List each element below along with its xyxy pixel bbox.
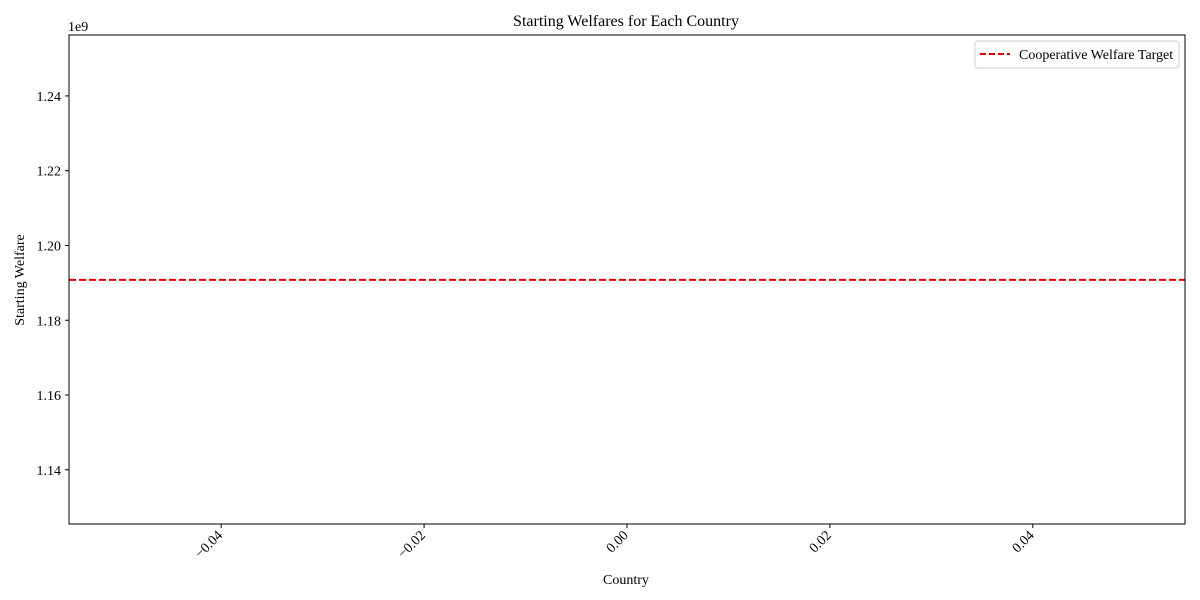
legend-label-cooperative-welfare-target: Cooperative Welfare Target xyxy=(1019,48,1173,63)
chart-title: Starting Welfares for Each Country xyxy=(513,13,739,30)
y-tick-label: 1.22 xyxy=(37,165,62,180)
y-axis: 1.14 1.16 1.18 1.20 1.22 1.24 xyxy=(37,90,69,479)
x-tick-label: −0.02 xyxy=(395,528,429,562)
x-tick-label: 0.00 xyxy=(604,528,632,556)
legend-box xyxy=(974,40,1180,69)
x-tick-label: 0.04 xyxy=(1010,528,1038,556)
x-tick-label: −0.04 xyxy=(192,528,226,562)
y-tick-label: 1.16 xyxy=(37,389,62,404)
x-tick-label: 0.02 xyxy=(807,528,835,556)
plot-frame xyxy=(68,34,1186,525)
y-axis-label: Starting Welfare xyxy=(13,234,28,326)
y-tick-label: 1.24 xyxy=(37,90,62,105)
x-axis-label: Country xyxy=(603,573,649,588)
y-tick-label: 1.20 xyxy=(37,239,62,254)
y-tick-label: 1.14 xyxy=(37,464,62,479)
y-tick-label: 1.18 xyxy=(37,314,62,329)
legend: Cooperative Welfare Target xyxy=(974,40,1180,69)
x-axis: −0.04 −0.02 0.00 0.02 0.04 xyxy=(192,524,1038,562)
y-offset-label: 1e9 xyxy=(68,20,88,35)
